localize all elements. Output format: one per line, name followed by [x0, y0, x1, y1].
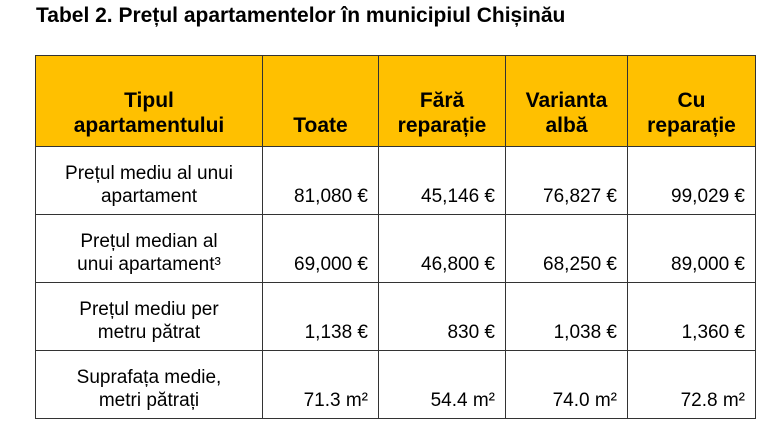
header-cell: Toate	[262, 55, 379, 147]
row-label-text: metri pătrați	[98, 390, 200, 411]
table-row: Prețul mediu per metru pătrat 1,138 €830 €…	[35, 282, 756, 351]
row-label-cell: Prețul mediu al unui apartament	[35, 146, 263, 215]
table-row: Prețul mediu al unui apartament 81,080 €45…	[35, 146, 756, 215]
header-text: reparație	[647, 114, 736, 137]
value-cell: 1,360 €	[627, 282, 756, 351]
value-cell: 1,138 €	[262, 282, 379, 351]
header-cell: Tipul apartamentului	[35, 55, 263, 147]
row-label-text: Prețul mediu per	[79, 299, 219, 320]
row-label-text: Prețul median al	[80, 231, 218, 252]
value-cell: 71.3 m²	[262, 350, 379, 419]
header-text: Fără	[419, 89, 465, 112]
table-row: Prețul median al unui apartament³ 69,000 €…	[35, 214, 756, 283]
header-text: albă	[545, 114, 588, 137]
table-title: Tabel 2. Prețul apartamentelor în munici…	[36, 4, 566, 27]
header-text: Toate	[293, 114, 348, 137]
header-cell: Fără reparație	[378, 55, 506, 147]
row-label-cell: Suprafața medie, metri pătrați	[35, 350, 263, 419]
value-cell: 68,250 €	[505, 214, 628, 283]
value-cell: 76,827 €	[505, 146, 628, 215]
row-label-cell: Prețul mediu per metru pătrat	[35, 282, 263, 351]
value-cell: 89,000 €	[627, 214, 756, 283]
header-row: Tipul apartamentului Toate Fără reparație Var…	[35, 55, 756, 147]
value-cell: 54.4 m²	[378, 350, 506, 419]
row-label-text: metru pătrat	[97, 322, 201, 343]
value-cell: 46,800 €	[378, 214, 506, 283]
row-label-text: Prețul mediu al unui	[65, 163, 233, 184]
value-cell: 99,029 €	[627, 146, 756, 215]
header-text: apartamentului	[73, 114, 225, 137]
value-cell: 830 €	[378, 282, 506, 351]
header-text: Varianta	[525, 89, 608, 112]
table-row: Suprafața medie, metri pătrați 71.3 m² 54.4…	[35, 350, 756, 419]
header-cell: Varianta albă	[505, 55, 628, 147]
value-cell: 74.0 m²	[505, 350, 628, 419]
value-cell: 69,000 €	[262, 214, 379, 283]
value-cell: 1,038 €	[505, 282, 628, 351]
value-cell: 72.8 m²	[627, 350, 756, 419]
value-cell: 45,146 €	[378, 146, 506, 215]
row-label-text: Suprafața medie,	[76, 367, 222, 388]
row-label-cell: Prețul median al unui apartament³	[35, 214, 263, 283]
header-cell: Cu reparație	[627, 55, 756, 147]
row-label-text: unui apartament³	[77, 254, 221, 275]
header-text: Cu	[677, 89, 706, 112]
header-text: Tipul	[124, 89, 174, 112]
row-label-text: apartament	[100, 186, 198, 207]
price-table: Tipul apartamentului Toate Fără reparație Var…	[35, 55, 756, 419]
value-cell: 81,080 €	[262, 146, 379, 215]
header-text: reparație	[397, 114, 487, 137]
